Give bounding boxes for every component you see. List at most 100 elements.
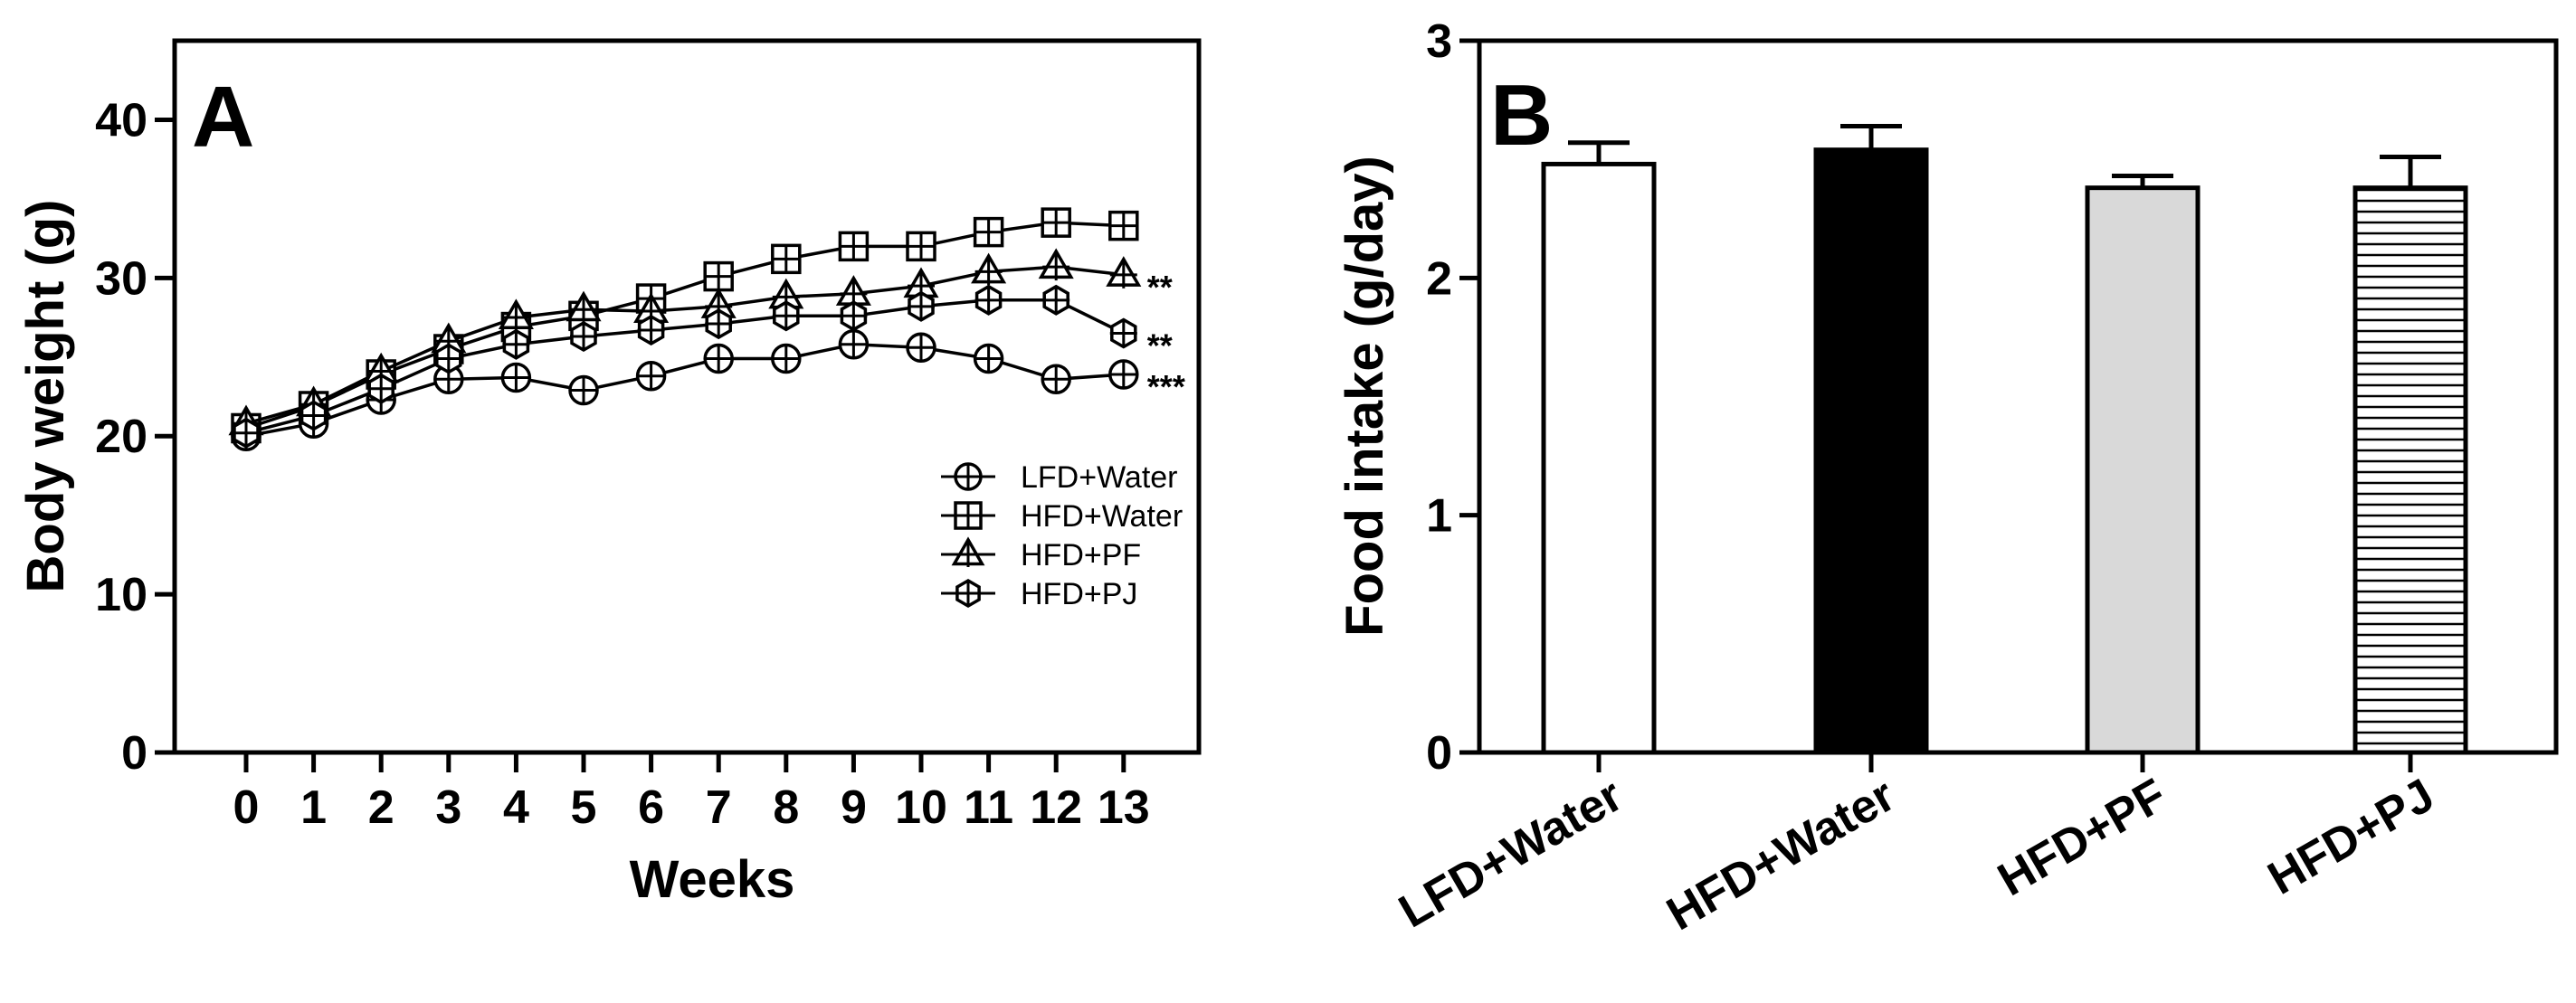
- significance-mark: **: [1147, 269, 1173, 306]
- x-tick-label: 0: [233, 781, 260, 834]
- panel-a-y-axis-title: Body weight (g): [16, 200, 75, 593]
- data-point: [568, 374, 599, 406]
- legend-item: HFD+Water: [941, 499, 1183, 534]
- data-point: [500, 362, 532, 393]
- x-tick-label: 2: [368, 781, 394, 834]
- data-point: [973, 343, 1004, 374]
- x-tick-label: 13: [1098, 781, 1150, 834]
- legend-marker: [955, 578, 981, 609]
- data-point: [434, 343, 462, 374]
- x-tick-label: 12: [1030, 781, 1082, 834]
- data-point: [908, 290, 935, 322]
- panel-a-frame: [172, 38, 1202, 755]
- panel-b-x-axis: LFD+Water HFD+Water HFD+PF HFD+PJ: [1391, 752, 2443, 941]
- bar-lfd-water: [1541, 161, 1657, 755]
- panel-a-legend: LFD+Water HFD+Water HFD+PF HFD+PJ: [941, 460, 1183, 611]
- y-tick-label: 30: [95, 252, 147, 305]
- data-point: [1109, 317, 1137, 349]
- panel-b-letter: B: [1490, 67, 1553, 164]
- data-point: [703, 260, 734, 292]
- data-point: [838, 329, 870, 360]
- legend-label: HFD+PF: [1021, 538, 1141, 572]
- data-point: [635, 361, 667, 392]
- panel-a-letter: A: [192, 69, 254, 166]
- data-point: [772, 300, 800, 332]
- data-point: [838, 231, 870, 262]
- x-tick-label: HFD+PJ: [2259, 769, 2443, 905]
- panel-b-y-axis: 0 1 2 3: [1426, 15, 1479, 780]
- legend-item: HFD+PF: [941, 536, 1141, 572]
- data-point: [502, 328, 530, 360]
- x-tick-label: HFD+PF: [1990, 769, 2175, 906]
- legend-label: LFD+Water: [1021, 460, 1178, 495]
- data-point: [906, 231, 936, 262]
- error-bar: [2380, 155, 2441, 188]
- y-tick-label: 10: [95, 569, 147, 621]
- x-tick-label: 6: [638, 781, 664, 834]
- x-tick-label: 1: [300, 781, 327, 834]
- y-tick-label: 40: [95, 94, 147, 147]
- bar-hfd-water: [1813, 147, 1929, 755]
- data-point: [566, 290, 602, 324]
- y-tick-label: 1: [1426, 490, 1452, 543]
- y-tick-label: 2: [1426, 252, 1452, 305]
- x-tick-label: LFD+Water: [1391, 769, 1631, 938]
- data-point: [771, 343, 802, 374]
- data-point: [299, 400, 328, 431]
- panel-a-y-axis: 0 10 20 30 40: [95, 94, 175, 780]
- x-tick-label: 5: [571, 781, 597, 834]
- data-point: [1106, 256, 1142, 289]
- panel-b-frame: [1477, 38, 2559, 755]
- data-point: [840, 300, 868, 332]
- legend-label: HFD+Water: [1021, 499, 1183, 534]
- panel-a-x-axis: 0 1 2 3 4 5 6 7 8 9 10 11 12 13: [233, 752, 1150, 834]
- error-bar: [1568, 140, 1630, 165]
- panel-b-bars: [1541, 123, 2468, 755]
- data-point: [1042, 284, 1070, 316]
- data-point: [974, 284, 1003, 316]
- y-tick-label: 0: [1426, 727, 1452, 780]
- data-point: [637, 314, 665, 346]
- data-point: [906, 332, 936, 364]
- panel-a-x-axis-title: Weeks: [630, 850, 795, 909]
- data-point: [1038, 248, 1074, 281]
- legend-label: HFD+PJ: [1021, 577, 1137, 611]
- data-point: [1041, 364, 1071, 395]
- legend-marker: [954, 501, 983, 530]
- y-tick-label: 20: [95, 411, 147, 463]
- x-tick-label: 8: [773, 781, 799, 834]
- panel-a-series: *******: [228, 207, 1185, 451]
- x-tick-label: 3: [435, 781, 461, 834]
- data-point: [771, 243, 802, 275]
- legend-marker: [954, 462, 983, 491]
- x-tick-label: HFD+Water: [1659, 769, 1904, 941]
- data-point: [705, 308, 733, 340]
- data-point: [971, 252, 1007, 286]
- data-point: [367, 373, 395, 404]
- data-point: [233, 417, 260, 449]
- significance-mark: ***: [1147, 368, 1185, 405]
- data-point: [1108, 359, 1139, 390]
- x-tick-label: 9: [841, 781, 867, 834]
- bar-hfd-pf: [2085, 185, 2201, 755]
- legend-item: LFD+Water: [941, 460, 1178, 495]
- panel-b-y-axis-title: Food intake (g/day): [1336, 156, 1394, 637]
- series-hfd-pj: **: [233, 284, 1173, 449]
- legend-marker: [951, 536, 985, 567]
- data-point: [498, 298, 534, 332]
- legend-item: HFD+PJ: [941, 577, 1137, 611]
- data-point: [1041, 207, 1071, 238]
- series-hfd-pf: **: [228, 248, 1173, 438]
- y-tick-label: 0: [121, 727, 147, 780]
- x-tick-label: 10: [895, 781, 947, 834]
- x-tick-label: 7: [706, 781, 732, 834]
- bar-hfd-pj: [2353, 185, 2468, 755]
- error-bar: [1840, 123, 1902, 150]
- error-bar: [2112, 174, 2173, 188]
- x-tick-label: 11: [964, 781, 1013, 834]
- x-tick-label: 4: [503, 781, 529, 834]
- data-point: [1108, 210, 1139, 241]
